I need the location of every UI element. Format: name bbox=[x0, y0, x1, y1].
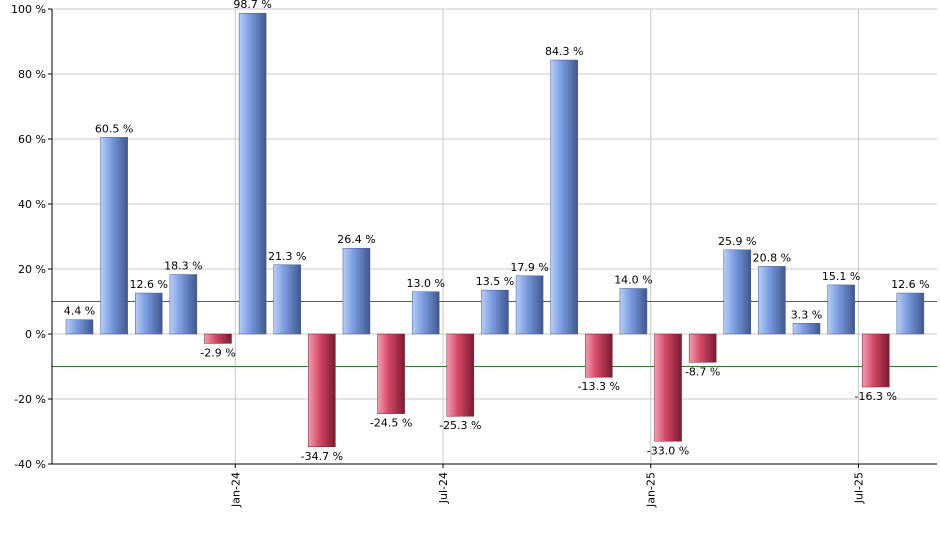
y-tick-label: 80 % bbox=[18, 68, 46, 81]
data-label: 12.6 % bbox=[130, 278, 168, 291]
data-label: 26.4 % bbox=[337, 233, 375, 246]
grid-lines bbox=[52, 8, 937, 464]
data-label: 4.4 % bbox=[64, 305, 95, 318]
data-label: -24.5 % bbox=[370, 417, 412, 430]
data-label: 15.1 % bbox=[822, 270, 860, 283]
bar bbox=[896, 292, 925, 335]
x-tick-label: Jan-24 bbox=[229, 472, 242, 508]
data-label: -34.7 % bbox=[301, 450, 343, 463]
bar bbox=[446, 333, 475, 417]
bar bbox=[654, 333, 682, 442]
data-label: 98.7 % bbox=[233, 0, 271, 11]
x-tick-label: Jan-25 bbox=[645, 472, 658, 508]
data-label: 18.3 % bbox=[164, 260, 202, 273]
y-tick-label: 60 % bbox=[18, 133, 46, 146]
bar bbox=[585, 333, 613, 378]
data-label: -25.3 % bbox=[439, 419, 481, 432]
bar bbox=[792, 323, 821, 335]
data-label: 84.3 % bbox=[545, 45, 583, 58]
bars bbox=[65, 12, 925, 448]
data-label: 20.8 % bbox=[753, 251, 791, 264]
data-label: 21.3 % bbox=[268, 250, 306, 263]
data-label: 25.9 % bbox=[718, 235, 756, 248]
bar bbox=[65, 319, 94, 335]
bar bbox=[308, 333, 336, 448]
bar bbox=[100, 137, 128, 335]
bar bbox=[723, 249, 752, 335]
bar bbox=[758, 266, 786, 335]
bar bbox=[515, 275, 544, 335]
data-label: 3.3 % bbox=[791, 308, 822, 321]
y-tick-label: -20 % bbox=[14, 393, 46, 406]
data-label: -2.9 % bbox=[200, 346, 235, 359]
bar bbox=[238, 12, 267, 335]
data-label: 13.5 % bbox=[476, 275, 514, 288]
bar bbox=[169, 274, 198, 335]
data-label: 17.9 % bbox=[510, 261, 548, 274]
data-labels: 4.4 % 60.5 % 12.6 % 18.3 % -2.9 % 98.7 % 21.3 … bbox=[64, 0, 930, 463]
bar bbox=[827, 284, 855, 335]
x-tick-label: Jul-25 bbox=[852, 472, 865, 504]
bar bbox=[273, 264, 301, 335]
bar bbox=[342, 247, 371, 335]
bar bbox=[688, 333, 717, 363]
bar bbox=[134, 292, 163, 335]
y-tick-label: 20 % bbox=[18, 263, 46, 276]
bar bbox=[377, 333, 405, 414]
y-tick-label: 0 % bbox=[25, 328, 46, 341]
bar bbox=[619, 288, 648, 335]
bar bbox=[550, 59, 578, 335]
bar bbox=[862, 333, 890, 388]
bar bbox=[411, 291, 440, 335]
data-label: 60.5 % bbox=[95, 122, 133, 135]
data-label: -13.3 % bbox=[578, 380, 620, 393]
data-label: 14.0 % bbox=[614, 274, 652, 287]
data-label: -8.7 % bbox=[685, 365, 720, 378]
axes: -40 % -20 % 0 % 20 % 40 % 60 % 80 % 100 % Jan-24… bbox=[11, 3, 937, 508]
data-label: -16.3 % bbox=[855, 390, 897, 403]
y-tick-label: 40 % bbox=[18, 198, 46, 211]
y-tick-label: -40 % bbox=[14, 458, 46, 471]
data-label: 12.6 % bbox=[891, 278, 929, 291]
y-tick-label: 100 % bbox=[11, 3, 46, 16]
x-tick-label: Jul-24 bbox=[437, 472, 450, 504]
data-label: 13.0 % bbox=[406, 277, 444, 290]
data-label: -33.0 % bbox=[647, 444, 689, 457]
bar bbox=[204, 333, 232, 344]
bar bbox=[481, 289, 509, 335]
